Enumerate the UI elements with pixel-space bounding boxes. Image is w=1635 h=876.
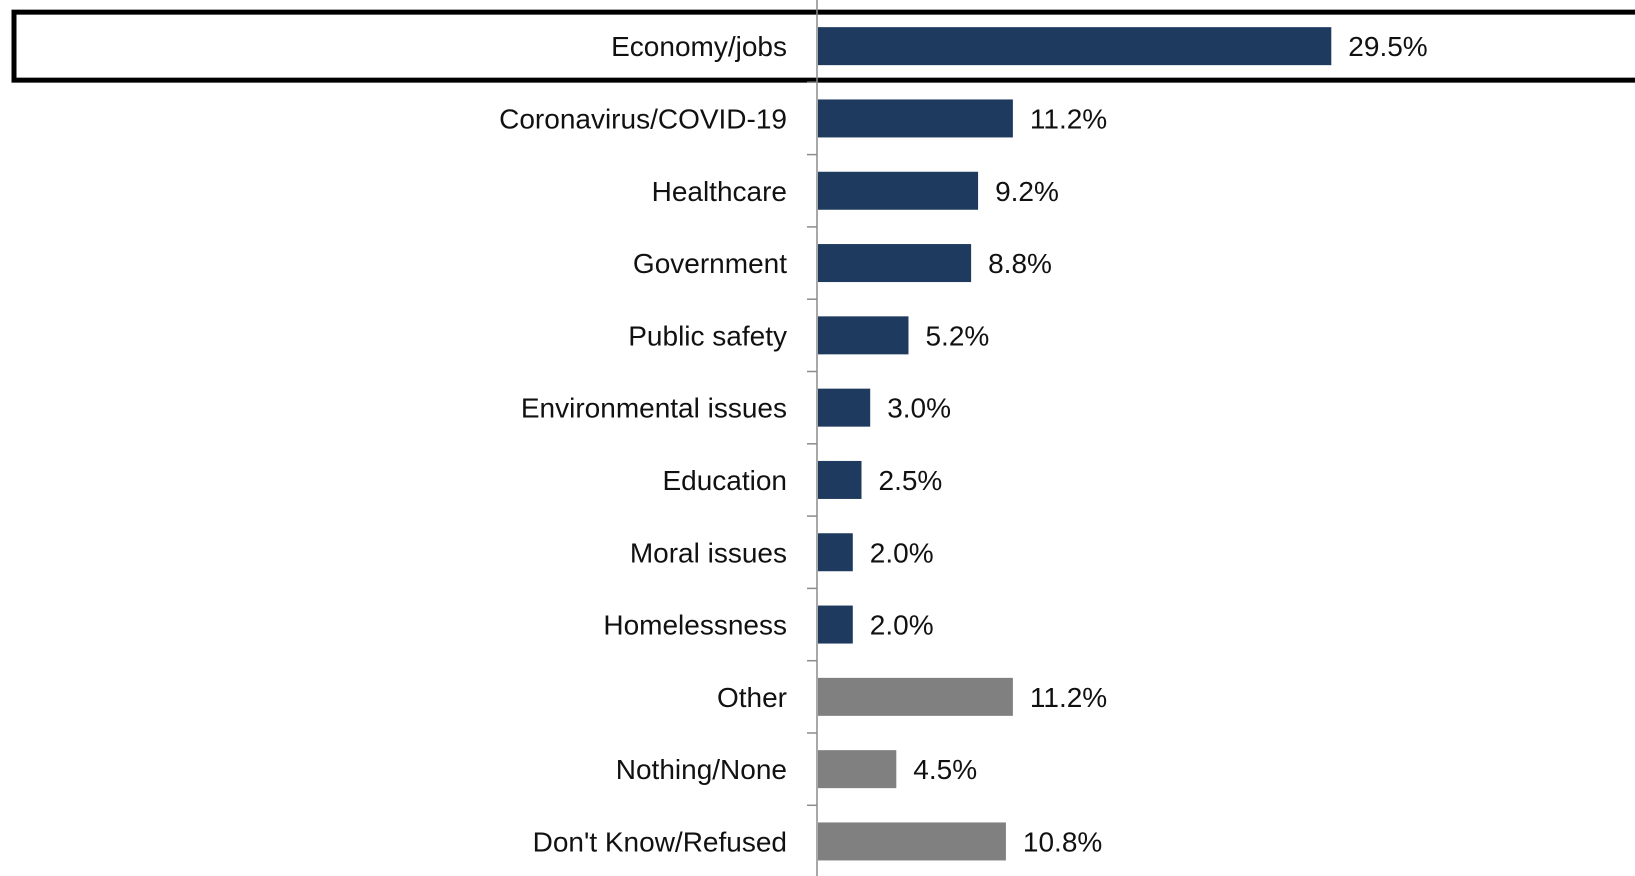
bar <box>818 99 1013 138</box>
bar <box>818 677 1013 716</box>
bar <box>818 388 871 427</box>
category-label: Don't Know/Refused <box>533 826 787 857</box>
category-label: Environmental issues <box>521 393 787 424</box>
value-label: 2.5% <box>879 465 943 496</box>
bar <box>818 171 979 210</box>
category-label: Other <box>717 682 787 713</box>
category-label: Coronavirus/COVID-19 <box>499 103 787 134</box>
value-label: 9.2% <box>995 176 1059 207</box>
highlight-layer <box>11 9 1635 83</box>
value-label: 11.2% <box>1030 103 1107 134</box>
value-label: 2.0% <box>870 537 934 568</box>
category-label: Healthcare <box>652 176 787 207</box>
bar <box>818 533 853 572</box>
category-label: Public safety <box>628 320 787 351</box>
bar <box>818 27 1332 66</box>
bar <box>818 822 1006 861</box>
category-label: Nothing/None <box>616 754 787 785</box>
value-label: 11.2% <box>1030 682 1107 713</box>
value-label: 10.8% <box>1023 826 1102 857</box>
value-label: 4.5% <box>913 754 977 785</box>
highlight-box <box>11 9 1635 83</box>
bar <box>818 750 897 789</box>
bar <box>818 316 909 355</box>
value-label: 8.8% <box>988 248 1052 279</box>
bar <box>818 460 862 499</box>
category-label: Economy/jobs <box>611 31 787 62</box>
label-layer: Economy/jobs 29.5% Coronavirus/COVID-19 11.… <box>499 31 1428 857</box>
category-label: Education <box>662 465 787 496</box>
axis-layer <box>807 0 818 876</box>
category-label: Homelessness <box>603 610 787 641</box>
bar <box>818 244 972 283</box>
value-label: 3.0% <box>887 393 951 424</box>
category-label: Government <box>633 248 787 279</box>
category-label: Moral issues <box>630 537 787 568</box>
value-label: 29.5% <box>1348 31 1427 62</box>
value-label: 2.0% <box>870 610 934 641</box>
bar <box>818 605 853 644</box>
bar-layer <box>818 27 1332 861</box>
value-label: 5.2% <box>925 320 989 351</box>
